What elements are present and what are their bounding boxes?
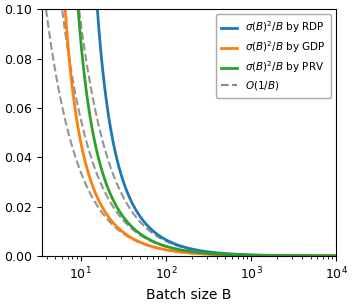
X-axis label: Batch size B: Batch size B [146, 288, 232, 302]
Legend: $\sigma(B)^2/B$ by RDP, $\sigma(B)^2/B$ by GDP, $\sigma(B)^2/B$ by PRV, $O(1/B)$: $\sigma(B)^2/B$ by RDP, $\sigma(B)^2/B$ … [216, 14, 331, 98]
